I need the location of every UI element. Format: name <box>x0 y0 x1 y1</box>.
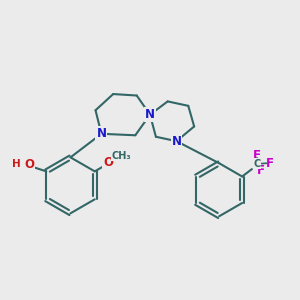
Text: O: O <box>25 158 34 171</box>
Text: C: C <box>253 159 260 169</box>
Text: CH₃: CH₃ <box>111 151 131 161</box>
Text: F: F <box>266 157 274 170</box>
Text: O: O <box>103 156 113 169</box>
Text: F: F <box>253 149 261 162</box>
Text: N: N <box>96 127 106 140</box>
Text: N: N <box>172 135 182 148</box>
Text: N: N <box>145 108 155 121</box>
Text: H: H <box>13 159 21 169</box>
Text: F: F <box>257 164 265 177</box>
